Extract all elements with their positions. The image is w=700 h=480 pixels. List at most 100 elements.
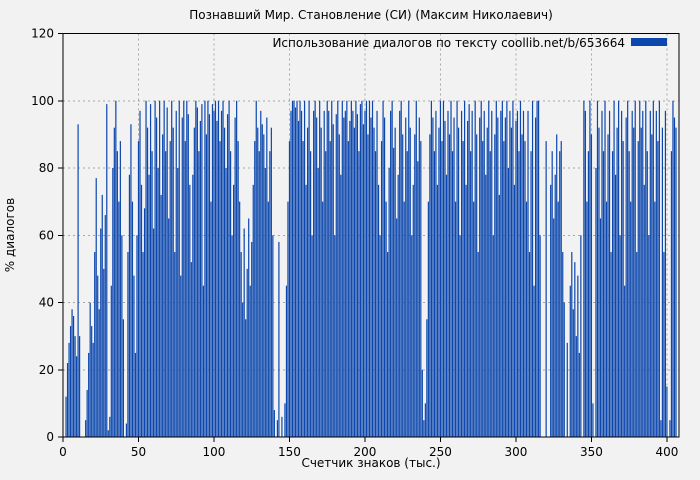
bar [497, 117, 499, 437]
bar [159, 100, 161, 437]
bar [169, 141, 171, 437]
x-tick-label: 100 [203, 445, 226, 459]
bar [447, 110, 449, 437]
bar [192, 174, 194, 438]
bar [663, 252, 665, 437]
bar [370, 117, 372, 437]
bar [539, 235, 541, 437]
bar [492, 235, 494, 437]
bar [72, 315, 75, 437]
bar [86, 389, 88, 437]
bar [223, 127, 226, 438]
bar [319, 100, 321, 437]
bar [314, 100, 316, 437]
bar [154, 100, 156, 437]
bar [414, 134, 416, 438]
bar [451, 151, 454, 437]
bar [228, 100, 230, 437]
bar [341, 100, 343, 437]
bar [574, 262, 576, 437]
bar [97, 275, 99, 437]
bar [296, 100, 298, 437]
bar [382, 100, 384, 437]
bar [149, 104, 152, 438]
bar [207, 100, 209, 437]
bar [278, 241, 280, 437]
bar [71, 309, 73, 437]
bar [104, 215, 106, 437]
bar [533, 285, 535, 437]
data-bars [65, 100, 677, 438]
bar [213, 110, 215, 437]
y-tick-label: 120 [31, 27, 54, 41]
bar [130, 124, 132, 437]
bar [219, 141, 221, 437]
x-tick-label: 200 [354, 445, 377, 459]
y-tick-label: 0 [46, 430, 54, 444]
bar [400, 100, 402, 437]
bar [225, 168, 227, 437]
bar [74, 336, 76, 438]
bar [148, 174, 150, 438]
bar [258, 151, 260, 437]
bar [75, 356, 78, 437]
bar [409, 127, 411, 438]
bar [587, 151, 590, 437]
bar [239, 201, 241, 438]
bar [335, 114, 337, 437]
bar [237, 141, 239, 437]
bar [622, 141, 624, 437]
bar [95, 178, 97, 437]
bar [571, 252, 573, 437]
bar [226, 114, 229, 437]
bar [287, 201, 289, 438]
bar [325, 151, 327, 437]
bar [525, 201, 528, 438]
bar [127, 252, 129, 437]
bar [450, 100, 452, 437]
bar [255, 100, 257, 437]
bar [297, 120, 300, 438]
bar [557, 201, 559, 438]
bar [276, 420, 278, 437]
bar [405, 117, 407, 437]
bar [385, 201, 387, 438]
bar [530, 151, 532, 437]
bar [110, 285, 112, 437]
bar [598, 127, 600, 438]
plot-border [62, 33, 680, 438]
bar [303, 100, 306, 437]
bar [272, 235, 274, 437]
bar [243, 228, 245, 437]
bar [504, 117, 506, 437]
bar [664, 110, 667, 437]
bar [317, 168, 319, 437]
bar [556, 134, 558, 438]
bar [553, 218, 555, 437]
bar [162, 134, 164, 438]
bar [393, 147, 395, 437]
bar [208, 114, 211, 437]
bar [589, 100, 591, 437]
bar [152, 228, 155, 437]
bar [349, 120, 351, 438]
bar [670, 151, 673, 437]
bar [217, 100, 220, 437]
bar [365, 100, 368, 437]
bar [198, 151, 200, 437]
bar [652, 100, 654, 437]
bar [616, 127, 618, 438]
bar [106, 104, 108, 438]
bar [599, 218, 602, 437]
bar [66, 363, 69, 437]
bar [251, 241, 253, 437]
bar [498, 194, 500, 437]
bar [264, 168, 266, 437]
bar [433, 151, 436, 437]
bar [94, 252, 96, 437]
bar [373, 127, 375, 438]
bar [524, 141, 526, 437]
bar [465, 184, 467, 437]
bar [183, 100, 185, 437]
